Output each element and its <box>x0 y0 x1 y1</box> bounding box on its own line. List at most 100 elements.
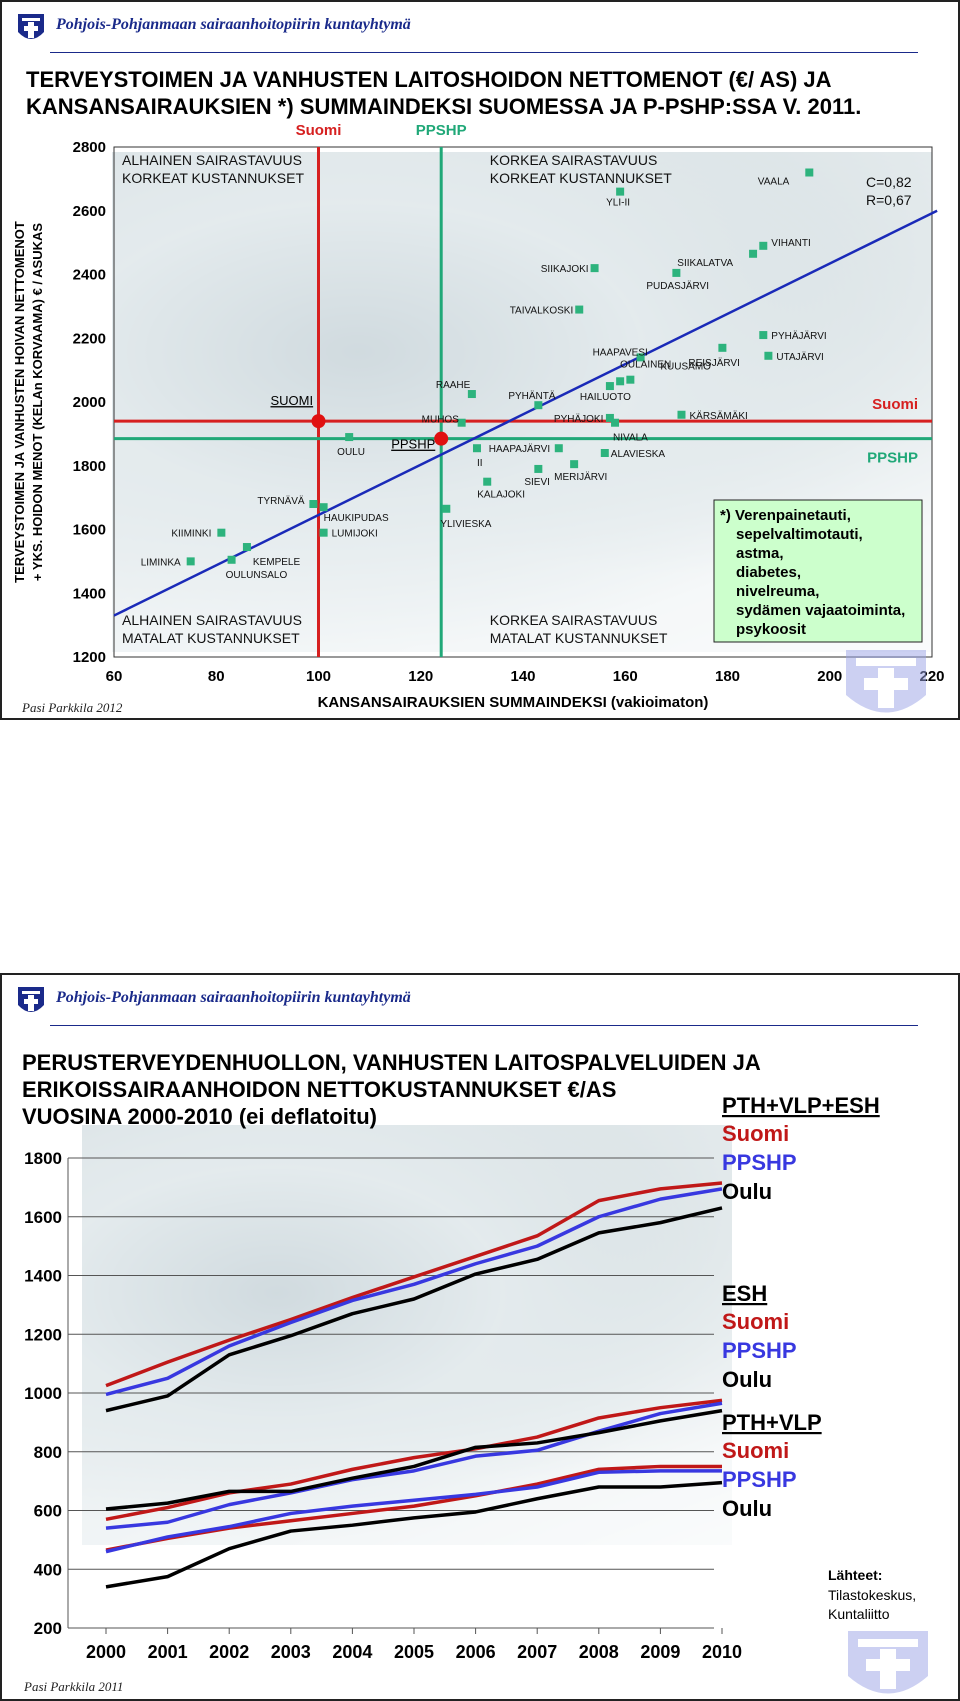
stat-label: R=0,67 <box>866 192 912 208</box>
legend-group-title: PTH+VLP+ESH <box>722 1093 880 1118</box>
title-line-1: TERVEYSTOIMEN JA VANHUSTEN LAITOSHOIDON … <box>26 67 832 92</box>
point-label: MERIJÄRVI <box>554 471 607 483</box>
point-label: KALAJOKI <box>477 490 525 501</box>
x-tick-label: 2001 <box>148 1642 188 1662</box>
point-label: RAAHE <box>436 380 471 391</box>
x-tick-label: 120 <box>408 668 433 685</box>
data-point <box>749 249 758 258</box>
reference-label-right: Suomi <box>872 396 918 413</box>
stat-label: C=0,82 <box>866 174 912 190</box>
point-label: PYHÄNTÄ <box>508 390 556 402</box>
corner-logo-icon <box>848 1631 928 1694</box>
corner-logo-icon <box>846 650 926 713</box>
x-tick-label: 2000 <box>86 1642 126 1662</box>
reference-label-right: PPSHP <box>867 450 918 467</box>
y-tick-label: 1600 <box>24 1208 62 1227</box>
header: Pohjois-Pohjanmaan sairaanhoitopiirin ku… <box>8 981 948 1021</box>
data-point <box>605 413 614 422</box>
data-point <box>309 500 318 508</box>
series-line <box>105 1398 723 1522</box>
marker-label: PPSHP <box>391 437 435 452</box>
x-tick-label: 160 <box>613 668 638 685</box>
data-point <box>186 557 195 566</box>
legend-group-title: PTH+VLP <box>722 1410 822 1435</box>
credit: Pasi Parkkila 2011 <box>24 1679 124 1694</box>
point-label: PUDASJÄRVI <box>646 280 709 292</box>
y-tick-label: 2800 <box>73 139 106 156</box>
data-point <box>616 187 625 196</box>
footnote-box <box>713 499 923 643</box>
x-tick-label: 2009 <box>640 1642 680 1662</box>
data-point <box>534 401 543 410</box>
marker-label: SUOMI <box>271 393 314 408</box>
x-tick-label: 2002 <box>209 1642 249 1662</box>
x-tick-label: 2003 <box>271 1642 311 1662</box>
chart-title: PERUSTERVEYDENHUOLLON, VANHUSTEN LAITOSP… <box>22 1049 761 1130</box>
data-point <box>319 528 328 537</box>
legend-entry: Oulu <box>722 1496 772 1521</box>
y-tick-label: 400 <box>34 1560 62 1579</box>
series-line <box>105 1464 722 1552</box>
y-tick-label: 800 <box>34 1443 62 1462</box>
x-tick-label: 180 <box>715 668 740 685</box>
point-label: SIIKAJOKI <box>541 264 589 275</box>
point-label: PYHÄJÄRVI <box>771 330 826 342</box>
y-tick-label: 1600 <box>73 522 106 539</box>
point-label: OULUNSALO <box>226 570 288 581</box>
data-point <box>345 433 354 442</box>
point-label: VAALA <box>758 177 790 188</box>
legend-entry: PPSHP <box>722 1467 797 1492</box>
data-point <box>626 375 635 384</box>
legend-entry: PPSHP <box>722 1338 797 1363</box>
x-tick-label: 2008 <box>579 1642 619 1662</box>
data-point <box>534 464 543 473</box>
data-point <box>242 543 251 552</box>
point-label: KEMPELE <box>253 557 301 568</box>
data-point <box>759 331 768 340</box>
y-axis-label-line-2: + YKS. HOIDON MENOT (KELAn KORVAAMA) € /… <box>30 223 45 581</box>
point-label: ALAVIESKA <box>611 449 666 460</box>
series-line <box>105 1480 723 1589</box>
data-point <box>575 305 584 314</box>
data-point <box>611 418 620 427</box>
point-label: KÄRSÄMÄKI <box>689 410 747 422</box>
x-tick-label: 2010 <box>702 1642 742 1662</box>
hospital-logo-icon <box>18 987 44 1012</box>
point-label: NIVALA <box>613 433 648 444</box>
data-point <box>605 382 614 391</box>
data-point <box>457 418 466 427</box>
x-tick-label: 60 <box>106 668 123 685</box>
point-label: KIIMINKI <box>171 529 211 540</box>
data-point <box>616 377 625 386</box>
y-tick-label: 1800 <box>24 1149 62 1168</box>
series-line <box>105 1181 723 1388</box>
data-point <box>442 504 451 513</box>
quadrant-label: KORKEAT KUSTANNUKSET <box>490 170 672 186</box>
footnote-line: diabetes, <box>736 564 801 581</box>
legend-entry: Suomi <box>722 1121 789 1146</box>
organization-name: Pohjois-Pohjanmaan sairaanhoitopiirin ku… <box>56 989 411 1006</box>
data-point <box>590 264 599 273</box>
x-axis-label: KANSANSAIRAUKSIEN SUMMAINDEKSI (vakioima… <box>318 694 709 711</box>
quadrant-label: MATALAT KUSTANNUKSET <box>122 630 300 646</box>
header-divider <box>50 1025 918 1026</box>
title-line-2: ERIKOISSAIRAANHOIDON NETTOKUSTANNUKSET €… <box>22 1077 617 1102</box>
y-tick-label: 1000 <box>24 1384 62 1403</box>
scatter-chart: 60 80 100 120 140 160 180 200 220120014001600180… <box>12 122 945 711</box>
series-line <box>105 1401 723 1530</box>
quadrant-label: ALHAINEN SAIRASTAVUUS <box>122 152 302 168</box>
point-label: REISJÄRVI <box>688 357 740 369</box>
point-label: VIHANTI <box>771 238 810 249</box>
data-point <box>227 555 236 564</box>
data-point <box>483 477 492 486</box>
point-label: YLIVIESKA <box>440 519 491 530</box>
y-tick-label: 1200 <box>24 1325 62 1344</box>
quadrant-label: KORKEA SAIRASTAVUUS <box>490 152 658 168</box>
footnote-line: sepelvaltimotauti, <box>736 526 863 543</box>
legend-entry: Oulu <box>722 1179 772 1204</box>
legend-group-title: ESH <box>722 1281 767 1306</box>
y-tick-label: 2000 <box>73 394 106 411</box>
data-point <box>217 528 226 537</box>
quadrant-label: ALHAINEN SAIRASTAVUUS <box>122 612 302 628</box>
y-tick-label: 2600 <box>73 203 106 220</box>
